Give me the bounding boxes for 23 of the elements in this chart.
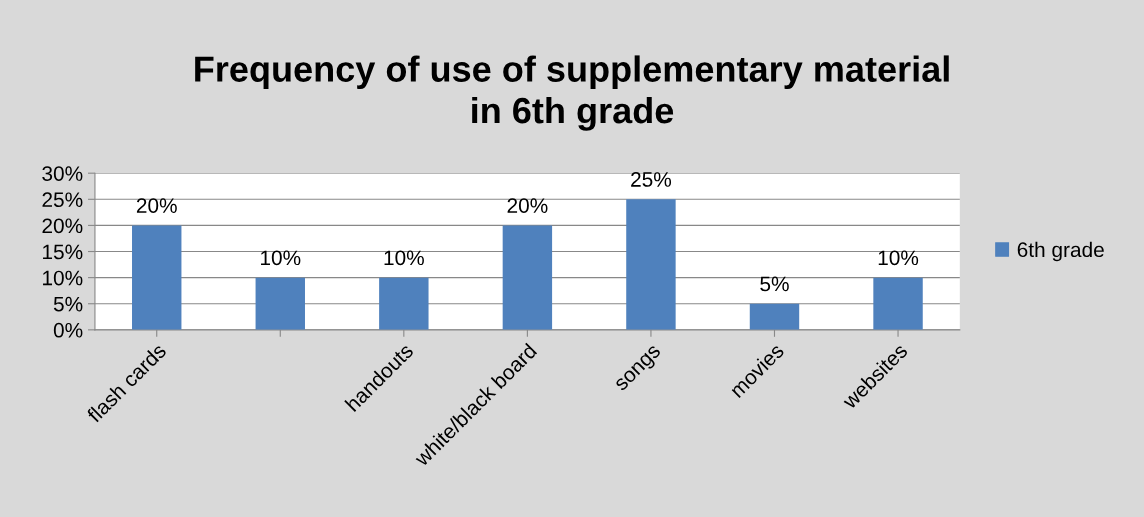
data-label: 5%	[760, 276, 789, 292]
bar	[255, 277, 305, 330]
data-label: 25%	[631, 172, 672, 187]
y-tick-label: 0%	[53, 322, 83, 338]
chart-title: Frequency of use of supplementary material in 6th grade	[195, 55, 949, 131]
bar	[749, 303, 800, 330]
y-tick-label: 10%	[43, 270, 83, 286]
data-label: 20%	[136, 198, 177, 213]
bar	[626, 199, 676, 330]
bar	[132, 225, 182, 330]
data-label: 10%	[384, 250, 424, 266]
bar	[379, 277, 429, 330]
y-tick-label: 25%	[42, 192, 83, 208]
y-tick-label: 20%	[42, 218, 83, 234]
legend-label: 6th grade	[1017, 241, 1104, 262]
data-label: 10%	[878, 250, 919, 266]
y-tick-label: 30%	[42, 166, 83, 181]
data-label: 20%	[507, 198, 548, 213]
bar	[873, 277, 923, 330]
y-tick-label: 5%	[53, 296, 83, 312]
bar	[502, 225, 553, 330]
y-tick-label: 15%	[43, 244, 83, 260]
data-label: 10%	[261, 250, 301, 266]
